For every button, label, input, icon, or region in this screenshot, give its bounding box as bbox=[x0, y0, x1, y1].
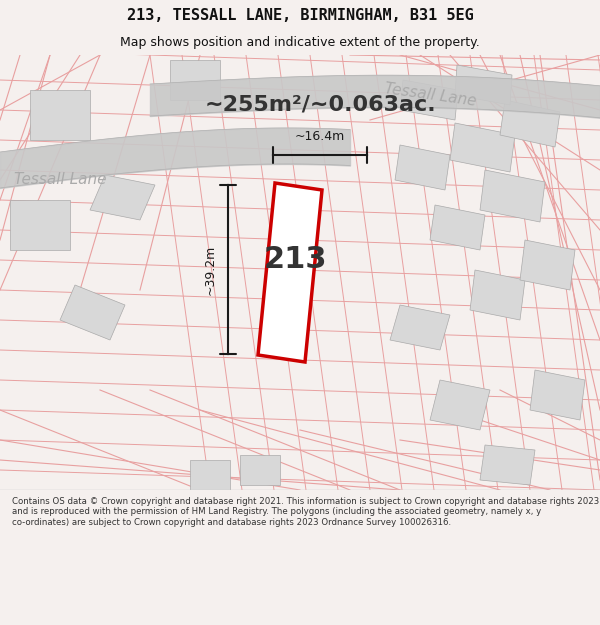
Text: 213: 213 bbox=[263, 246, 327, 274]
Polygon shape bbox=[170, 60, 220, 100]
Polygon shape bbox=[470, 270, 525, 320]
Polygon shape bbox=[480, 445, 535, 485]
Text: Tessall Lane: Tessall Lane bbox=[383, 81, 477, 109]
Polygon shape bbox=[430, 380, 490, 430]
Text: ~255m²/~0.063ac.: ~255m²/~0.063ac. bbox=[205, 95, 437, 115]
Polygon shape bbox=[240, 455, 280, 485]
Polygon shape bbox=[530, 370, 585, 420]
Polygon shape bbox=[480, 170, 545, 222]
Polygon shape bbox=[430, 205, 485, 250]
Polygon shape bbox=[395, 145, 450, 190]
Polygon shape bbox=[190, 460, 230, 490]
Text: Contains OS data © Crown copyright and database right 2021. This information is : Contains OS data © Crown copyright and d… bbox=[12, 497, 599, 526]
Polygon shape bbox=[390, 305, 450, 350]
Polygon shape bbox=[258, 183, 322, 362]
Text: Map shows position and indicative extent of the property.: Map shows position and indicative extent… bbox=[120, 36, 480, 49]
Polygon shape bbox=[400, 80, 458, 120]
Text: 213, TESSALL LANE, BIRMINGHAM, B31 5EG: 213, TESSALL LANE, BIRMINGHAM, B31 5EG bbox=[127, 8, 473, 23]
Text: Tessall Lane: Tessall Lane bbox=[14, 173, 106, 188]
Polygon shape bbox=[90, 175, 155, 220]
Polygon shape bbox=[30, 90, 90, 140]
Text: ~16.4m: ~16.4m bbox=[295, 131, 345, 144]
Polygon shape bbox=[455, 65, 512, 105]
Polygon shape bbox=[520, 240, 575, 290]
Polygon shape bbox=[10, 200, 70, 250]
Polygon shape bbox=[60, 285, 125, 340]
Polygon shape bbox=[500, 100, 560, 147]
Text: ~39.2m: ~39.2m bbox=[203, 244, 217, 294]
Polygon shape bbox=[450, 123, 515, 172]
